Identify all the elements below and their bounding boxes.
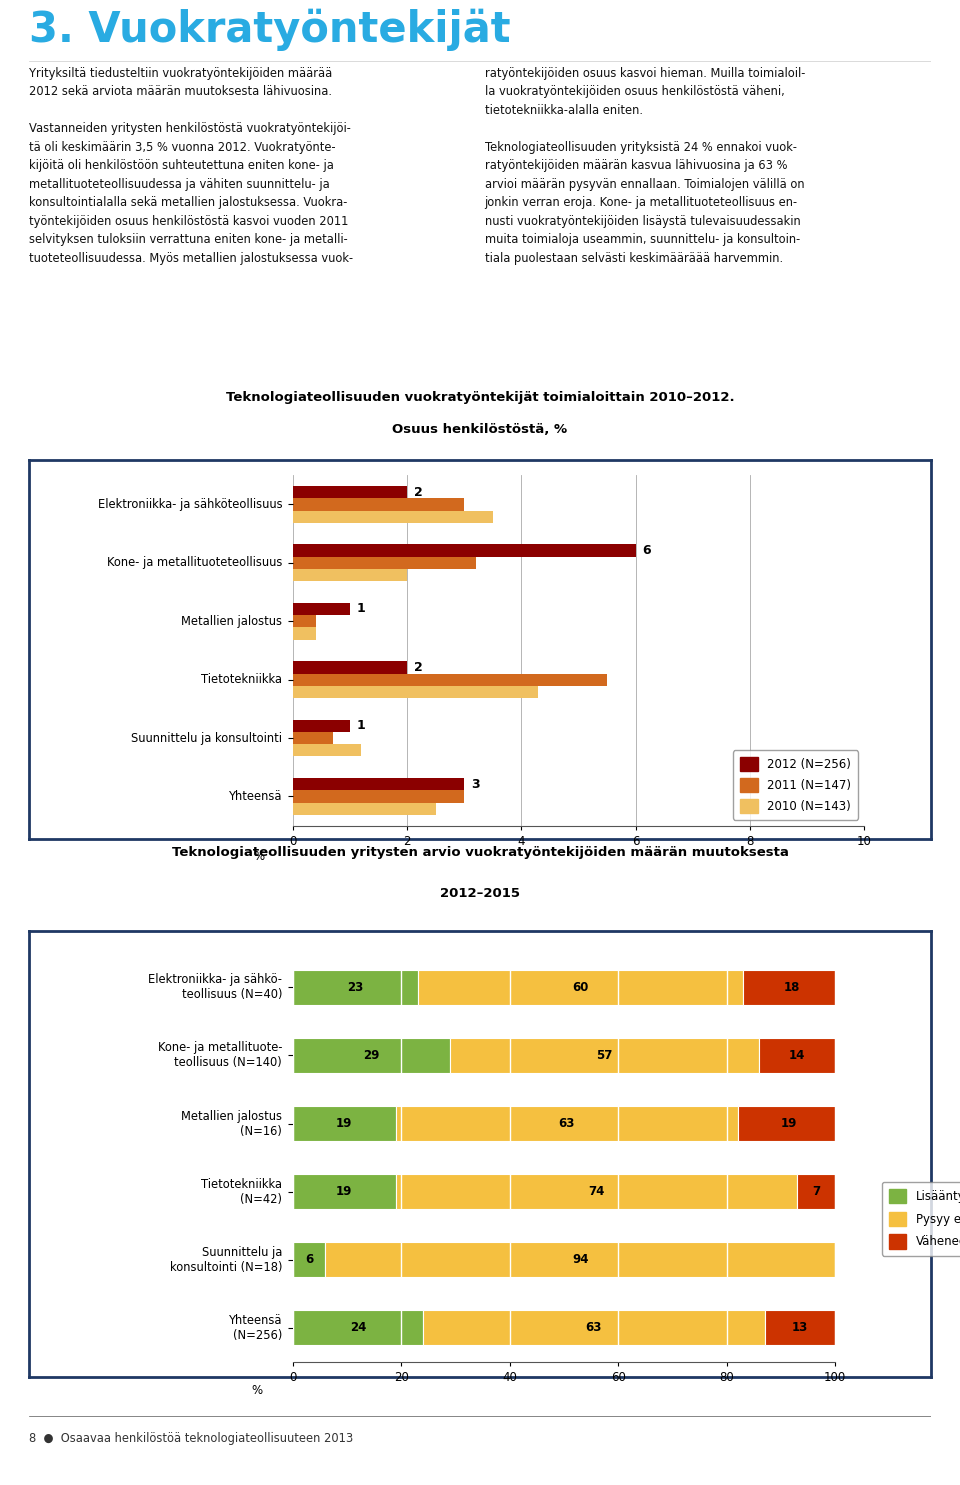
Bar	[293, 661, 407, 674]
Bar	[396, 1173, 797, 1209]
Text: 7: 7	[812, 1185, 820, 1198]
Text: 74: 74	[588, 1185, 605, 1198]
Text: 29: 29	[363, 1048, 379, 1062]
Text: 63: 63	[586, 1322, 602, 1334]
Text: 14: 14	[789, 1048, 805, 1062]
Text: Yhteensä
(N=256): Yhteensä (N=256)	[228, 1314, 282, 1342]
Bar	[423, 1310, 765, 1345]
Text: 2: 2	[414, 661, 422, 674]
Bar	[293, 720, 349, 732]
Bar	[293, 1173, 396, 1209]
Bar	[293, 970, 418, 1005]
Text: 6: 6	[305, 1253, 313, 1267]
Bar	[765, 1310, 835, 1345]
Text: Metallien jalostus: Metallien jalostus	[181, 615, 282, 628]
Text: 13: 13	[792, 1322, 808, 1334]
Bar	[293, 615, 316, 627]
Bar	[759, 1038, 835, 1074]
Bar	[743, 970, 841, 1005]
Text: 3: 3	[471, 778, 480, 790]
Text: Kone- ja metallituoteteollisuus: Kone- ja metallituoteteollisuus	[107, 557, 282, 569]
Text: Osuus henkilöstöstä, %: Osuus henkilöstöstä, %	[393, 423, 567, 437]
Text: 24: 24	[349, 1322, 366, 1334]
Text: Elektroniikka- ja sähköteollisuus: Elektroniikka- ja sähköteollisuus	[98, 497, 282, 511]
Text: Suunnittelu ja konsultointi: Suunnittelu ja konsultointi	[132, 732, 282, 744]
Text: Suunnittelu ja
konsultointi (N=18): Suunnittelu ja konsultointi (N=18)	[170, 1246, 282, 1274]
Text: 23: 23	[348, 982, 363, 993]
Bar	[396, 1106, 737, 1140]
Text: 18: 18	[783, 982, 800, 993]
Bar	[293, 511, 492, 523]
Text: 2: 2	[414, 486, 422, 499]
Bar	[293, 1106, 396, 1140]
Bar	[293, 802, 436, 815]
Text: Yhteensä: Yhteensä	[228, 790, 282, 803]
Bar	[797, 1173, 835, 1209]
Bar	[418, 970, 743, 1005]
Legend: 2012 (N=256), 2011 (N=147), 2010 (N=143): 2012 (N=256), 2011 (N=147), 2010 (N=143)	[732, 750, 858, 820]
Bar	[293, 603, 349, 615]
Bar	[737, 1106, 841, 1140]
Bar	[293, 1038, 450, 1074]
Bar	[293, 569, 407, 581]
Bar	[293, 732, 333, 744]
Text: 8  ●  Osaavaa henkilöstöä teknologiateollisuuteen 2013: 8 ● Osaavaa henkilöstöä teknologiateolli…	[29, 1432, 353, 1445]
Bar	[293, 674, 607, 686]
Text: Teknologiateollisuuden yritysten arvio vuokratyöntekijöiden määrän muutoksesta: Teknologiateollisuuden yritysten arvio v…	[172, 846, 788, 860]
Bar	[293, 499, 465, 511]
Bar	[293, 744, 361, 756]
Bar	[293, 1241, 325, 1277]
Text: 57: 57	[596, 1048, 612, 1062]
Text: 19: 19	[336, 1117, 352, 1130]
Text: 63: 63	[559, 1117, 575, 1130]
Text: 19: 19	[336, 1185, 352, 1198]
Text: Kone- ja metallituote-
teollisuus (N=140): Kone- ja metallituote- teollisuus (N=140…	[157, 1041, 282, 1069]
Bar	[293, 557, 475, 569]
Text: Teknologiateollisuuden vuokratyöntekijät toimialoittain 2010–2012.: Teknologiateollisuuden vuokratyöntekijät…	[226, 391, 734, 404]
Bar	[325, 1241, 835, 1277]
Bar	[293, 778, 465, 790]
Text: 1: 1	[357, 603, 366, 615]
Text: Elektroniikka- ja sähkö-
teollisuus (N=40): Elektroniikka- ja sähkö- teollisuus (N=4…	[148, 973, 282, 1001]
Bar	[293, 545, 636, 557]
Text: 94: 94	[572, 1253, 588, 1267]
Bar	[293, 486, 407, 499]
Text: Tietotekniikka: Tietotekniikka	[202, 673, 282, 686]
Text: Metallien jalostus
(N=16): Metallien jalostus (N=16)	[181, 1109, 282, 1138]
Bar	[293, 686, 539, 698]
Text: 1: 1	[357, 719, 366, 732]
Bar	[293, 790, 465, 802]
Text: 60: 60	[572, 982, 588, 993]
Legend: Lisääntyy, Pysyy ennallaan, Vähenee: Lisääntyy, Pysyy ennallaan, Vähenee	[881, 1182, 960, 1256]
Text: %: %	[253, 851, 264, 863]
Bar	[293, 627, 316, 640]
Bar	[450, 1038, 759, 1074]
Text: 3. Vuokratyöntekijät: 3. Vuokratyöntekijät	[29, 9, 511, 50]
Bar	[293, 1310, 423, 1345]
Text: Tietotekniikka
(N=42): Tietotekniikka (N=42)	[202, 1178, 282, 1206]
Text: 6: 6	[642, 544, 651, 557]
Text: Yrityksiltä tiedusteltiin vuokratyöntekijöiden määrää
2012 sekä arviota määrän m: Yrityksiltä tiedusteltiin vuokratyönteki…	[29, 67, 353, 264]
Text: %: %	[252, 1384, 263, 1397]
Text: 19: 19	[780, 1117, 798, 1130]
Text: 2012–2015: 2012–2015	[440, 887, 520, 900]
Text: ratyöntekijöiden osuus kasvoi hieman. Muilla toimialoil-
la vuokratyöntekijöiden: ratyöntekijöiden osuus kasvoi hieman. Mu…	[485, 67, 804, 264]
